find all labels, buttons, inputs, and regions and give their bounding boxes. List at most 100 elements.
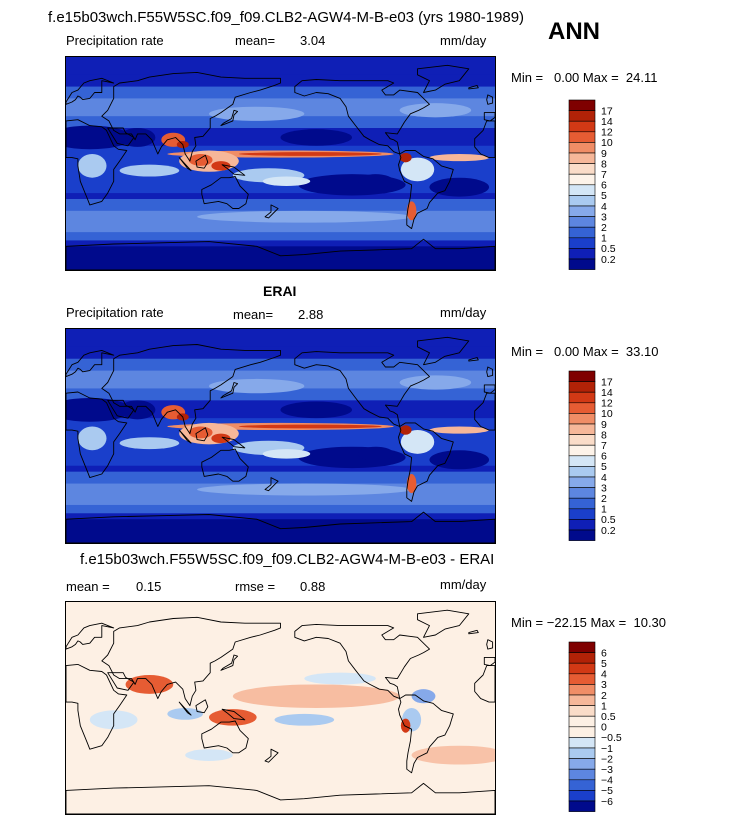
colorbar-1-box bbox=[568, 226, 596, 239]
colorbar-2-label: 1 bbox=[601, 504, 607, 516]
panel1-mean-label: mean= bbox=[235, 33, 276, 48]
colorbar-2-box bbox=[568, 497, 596, 510]
colorbar-3-box bbox=[568, 800, 596, 812]
panel1-mean-value: 3.04 bbox=[300, 33, 326, 48]
colorbar-1-box bbox=[568, 184, 596, 196]
colorbar-3-box bbox=[568, 758, 596, 770]
panel2-mean-value: 2.88 bbox=[298, 307, 324, 322]
colorbar-2-label: 14 bbox=[601, 387, 613, 399]
colorbar-1-box bbox=[568, 173, 596, 186]
panel1-units: mm/day bbox=[440, 33, 487, 48]
colorbar-3-box bbox=[568, 694, 596, 706]
colorbar-2-label: 8 bbox=[601, 429, 607, 441]
panel3-map bbox=[65, 601, 496, 815]
colorbar-3-box bbox=[568, 737, 596, 749]
colorbar-1-label: 10 bbox=[601, 137, 613, 149]
colorbar-3-box bbox=[568, 726, 596, 738]
panel1-colorbar: 17 14 12 10 9 8 7 6 5 4 3 2 1 0.5 0.2 bbox=[567, 98, 637, 278]
panel2-map bbox=[65, 328, 496, 544]
colorbar-2-label: 12 bbox=[601, 398, 613, 410]
colorbar-1-label: 9 bbox=[601, 148, 607, 160]
colorbar-3-box bbox=[568, 768, 596, 781]
colorbar-3-label: −5 bbox=[601, 785, 613, 797]
panel1-map bbox=[65, 56, 496, 271]
colorbar-1-box bbox=[568, 248, 596, 260]
colorbar-3-box bbox=[568, 705, 596, 717]
colorbar-3-label: −3 bbox=[601, 764, 613, 776]
colorbar-2-box bbox=[568, 529, 596, 541]
colorbar-2-box bbox=[568, 487, 596, 499]
colorbar-1-label: 5 bbox=[601, 190, 607, 202]
colorbar-3-label: −6 bbox=[601, 796, 613, 808]
panel3-mean-value: 0.15 bbox=[136, 579, 162, 594]
colorbar-2-box bbox=[568, 434, 596, 446]
colorbar-1-label: 0.5 bbox=[601, 243, 616, 255]
colorbar-2-label: 0.2 bbox=[601, 525, 616, 537]
colorbar-1-box bbox=[568, 99, 596, 111]
panel3-colorbar: 6 5 4 3 2 1 0.5 0 −0.5 −1 −2 −3 −4 −5 −6 bbox=[567, 640, 637, 820]
panel1-min-max: Min = 0.00 Max = 24.11 bbox=[511, 70, 658, 85]
colorbar-2-box bbox=[568, 381, 596, 393]
panel2-mean-label: mean= bbox=[233, 307, 274, 322]
colorbar-2-box bbox=[568, 413, 596, 425]
colorbar-2-box bbox=[568, 476, 596, 488]
colorbar-1-box bbox=[568, 237, 596, 249]
panel3-title: f.e15b03wch.F55W5SC.f09_f09.CLB2-AGW4-M-… bbox=[80, 551, 495, 568]
colorbar-1-box bbox=[568, 120, 596, 133]
colorbar-3-box bbox=[568, 779, 596, 791]
colorbar-1-label: 1 bbox=[601, 233, 607, 245]
colorbar-2-label: 10 bbox=[601, 408, 613, 420]
colorbar-3-label: 3 bbox=[601, 679, 607, 691]
colorbar-1-label: 7 bbox=[601, 169, 607, 181]
colorbar-1-box bbox=[568, 152, 596, 164]
colorbar-1-box bbox=[568, 131, 596, 143]
colorbar-3-box bbox=[568, 684, 596, 696]
colorbar-2-label: 17 bbox=[601, 376, 613, 388]
panel2-colorbar: 17 14 12 10 9 8 7 6 5 4 3 2 1 0.5 0.2 bbox=[567, 369, 637, 549]
colorbar-2-label: 9 bbox=[601, 419, 607, 431]
colorbar-2-label: 4 bbox=[601, 472, 607, 484]
colorbar-2-label: 6 bbox=[601, 451, 607, 463]
colorbar-1-label: 0.2 bbox=[601, 254, 616, 266]
panel2-title: ERAI bbox=[263, 283, 297, 299]
colorbar-2-label: 5 bbox=[601, 461, 607, 473]
colorbar-3-box bbox=[568, 641, 596, 653]
colorbar-3-label: 0.5 bbox=[601, 711, 616, 723]
panel3-units: mm/day bbox=[440, 577, 487, 592]
panel3-rmse-value: 0.88 bbox=[300, 579, 326, 594]
colorbar-3-label: 5 bbox=[601, 658, 607, 670]
colorbar-2-box bbox=[568, 466, 596, 478]
colorbar-3-box bbox=[568, 715, 596, 728]
colorbar-2-label: 2 bbox=[601, 493, 607, 505]
colorbar-3-label: −0.5 bbox=[601, 732, 622, 744]
colorbar-2-box bbox=[568, 402, 596, 414]
colorbar-1-label: 3 bbox=[601, 211, 607, 223]
colorbar-2-box bbox=[568, 370, 596, 382]
season-label: ANN bbox=[548, 18, 600, 45]
colorbar-2-label: 3 bbox=[601, 482, 607, 494]
colorbar-1-label: 6 bbox=[601, 180, 607, 192]
colorbar-1-box bbox=[568, 205, 596, 217]
colorbar-1-box bbox=[568, 216, 596, 228]
panel2-field-label: Precipitation rate bbox=[66, 305, 164, 320]
colorbar-1-box bbox=[568, 110, 596, 122]
colorbar-3-box bbox=[568, 673, 596, 685]
colorbar-2-box bbox=[568, 519, 596, 531]
colorbar-1-label: 17 bbox=[601, 105, 613, 117]
panel3-mean-label: mean = bbox=[66, 579, 110, 594]
colorbar-3-label: 6 bbox=[601, 647, 607, 659]
colorbar-3-box bbox=[568, 747, 596, 759]
colorbar-1-box bbox=[568, 195, 596, 207]
colorbar-3-label: 2 bbox=[601, 690, 607, 702]
colorbar-1-label: 8 bbox=[601, 158, 607, 170]
colorbar-1-box bbox=[568, 142, 596, 154]
colorbar-1-label: 12 bbox=[601, 127, 613, 139]
colorbar-3-label: −1 bbox=[601, 743, 613, 755]
colorbar-2-box bbox=[568, 508, 596, 520]
colorbar-3-label: 0 bbox=[601, 722, 607, 734]
colorbar-1-box bbox=[568, 163, 596, 175]
colorbar-1-label: 14 bbox=[601, 116, 613, 128]
colorbar-2-box bbox=[568, 391, 596, 404]
colorbar-1-label: 2 bbox=[601, 222, 607, 234]
panel3-rmse-label: rmse = bbox=[235, 579, 276, 594]
